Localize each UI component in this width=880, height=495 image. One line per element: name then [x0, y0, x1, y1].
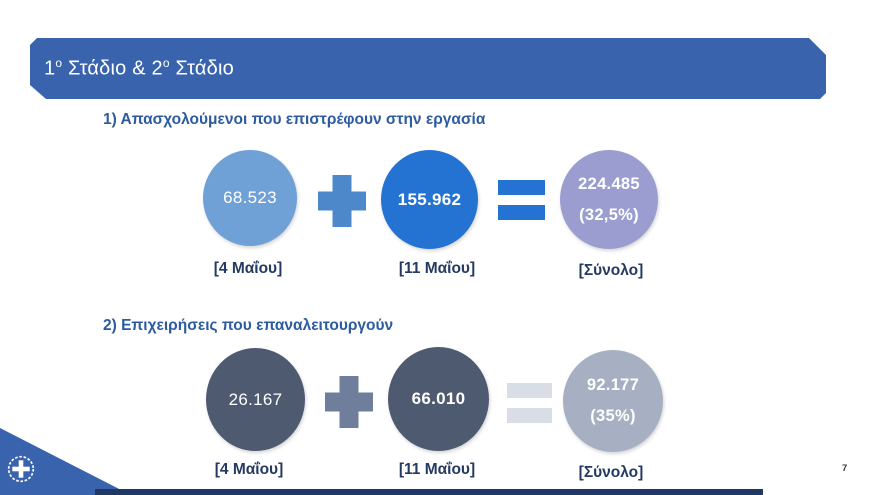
circle-percent: (32,5%) [579, 205, 639, 224]
corner-triangle [0, 428, 131, 495]
label-may4: [4 Μαΐου] [213, 260, 283, 277]
circle-value: 92.177 [586, 376, 640, 394]
greek-government-emblem-icon [7, 455, 35, 483]
circle-employees-total: 224.485 (32,5%) [560, 150, 658, 249]
equals-icon [507, 383, 552, 423]
circle-employees-may4: 68.523 [203, 150, 297, 246]
circle-value: 68.523 [223, 188, 277, 207]
page-number: 7 [842, 463, 848, 474]
circle-businesses-may4: 26.167 [206, 348, 305, 451]
label-may4: [4 Μαΐου] [214, 461, 284, 478]
circle-value: 224.485 [578, 174, 640, 193]
circle-percent: (35%) [590, 407, 636, 425]
label-may11: [11 Μαΐου] [398, 260, 476, 277]
label-may11: [11 Μαΐου] [398, 461, 476, 478]
section-1-heading: 1) Απασχολούμενοι που επιστρέφουν στην ε… [103, 111, 486, 128]
label-total: [Σύνολο] [578, 262, 644, 279]
circle-employees-may11: 155.962 [381, 150, 478, 249]
circle-value: 26.167 [228, 389, 283, 409]
slide-title: 1ο Στάδιο & 2ο Στάδιο [44, 56, 234, 80]
equals-icon [498, 180, 545, 220]
circle-businesses-total: 92.177 (35%) [563, 350, 663, 452]
plus-icon [325, 376, 373, 428]
plus-icon [318, 175, 366, 227]
circle-value: 66.010 [411, 389, 466, 408]
label-total: [Σύνολο] [578, 464, 644, 481]
title-banner: 1ο Στάδιο & 2ο Στάδιο [30, 38, 826, 99]
footer-bar [95, 489, 763, 495]
circle-value: 155.962 [397, 189, 462, 209]
section-2-heading: 2) Επιχειρήσεις που επαναλειτουργούν [103, 317, 394, 334]
circle-businesses-may11: 66.010 [388, 347, 489, 451]
